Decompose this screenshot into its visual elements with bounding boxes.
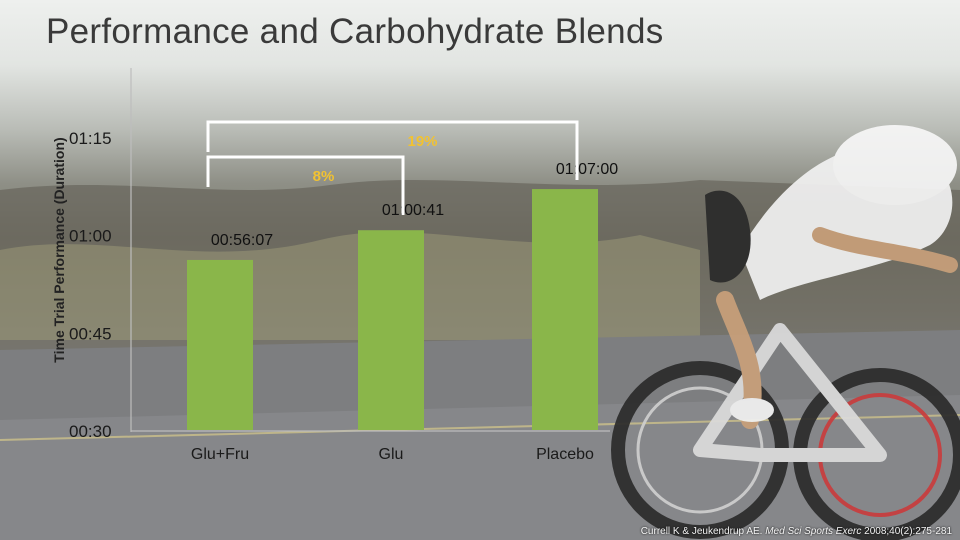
y-tick-label: 00:45 bbox=[69, 324, 112, 343]
bar-glu bbox=[358, 230, 424, 430]
comparison-bracket bbox=[206, 155, 405, 215]
citation-journal: Med Sci Sports Exerc bbox=[765, 526, 862, 537]
category-label: Glu+Fru bbox=[191, 446, 249, 463]
comparison-bracket bbox=[206, 120, 579, 180]
bar-placebo bbox=[532, 189, 598, 430]
y-tick-label: 01:00 bbox=[69, 227, 112, 246]
percent-label: 19% bbox=[407, 133, 437, 150]
y-tick-label: 01:15 bbox=[69, 129, 112, 148]
data-label: 01:00:41 bbox=[382, 202, 444, 219]
slide-title: Performance and Carbohydrate Blends bbox=[46, 12, 664, 51]
data-label: 00:56:07 bbox=[211, 232, 273, 249]
category-label: Glu bbox=[379, 446, 404, 463]
data-label: 01:07:00 bbox=[556, 161, 618, 178]
citation: Currell K & Jeukendrup AE. Med Sci Sport… bbox=[641, 526, 952, 537]
citation-authors: Currell K & Jeukendrup AE. bbox=[640, 526, 763, 537]
percent-label: 8% bbox=[313, 168, 335, 185]
bar-glu-fru bbox=[187, 259, 253, 430]
y-tick-label: 00:30 bbox=[69, 422, 112, 441]
category-label: Placebo bbox=[536, 446, 594, 463]
citation-details: 2008;40(2):275-281 bbox=[861, 526, 952, 537]
